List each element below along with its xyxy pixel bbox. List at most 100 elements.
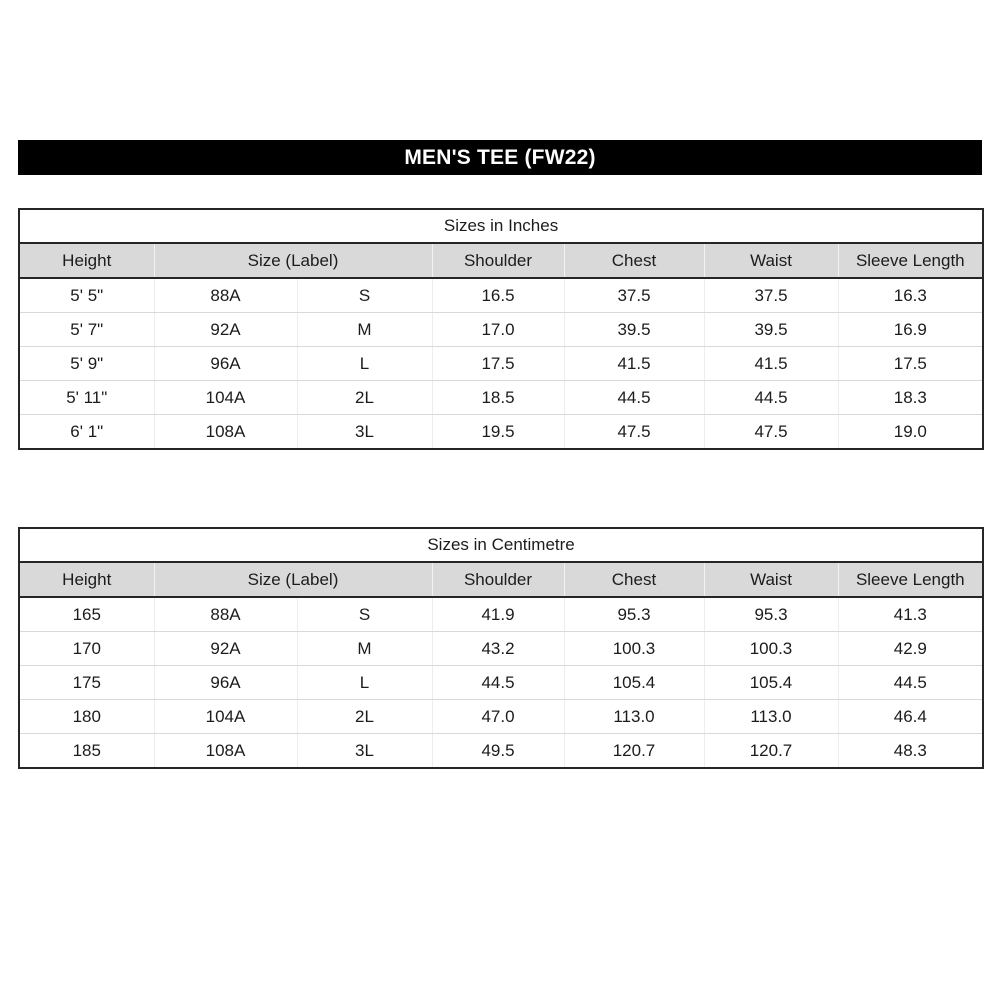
table-row: 5' 5" 88A S 16.5 37.5 37.5 16.3 — [19, 278, 984, 313]
table-cell: 16.3 — [838, 278, 984, 313]
table-cell: L — [297, 665, 433, 700]
table-cell: 44.5 — [564, 380, 705, 415]
table-cell: 113.0 — [704, 699, 839, 734]
table-cell: 5' 11" — [19, 380, 155, 415]
centimetre-header-row: Height Size (Label) Shoulder Chest Waist… — [19, 562, 984, 598]
table-cell: 41.9 — [432, 597, 565, 632]
table-cell: 47.5 — [564, 414, 705, 449]
title-banner: MEN'S TEE (FW22) — [18, 140, 982, 175]
table-cell: 18.3 — [838, 380, 984, 415]
table-cell: 42.9 — [838, 631, 984, 666]
table-cell: 108A — [154, 733, 298, 768]
table-cell: L — [297, 346, 433, 381]
inches-header-row: Height Size (Label) Shoulder Chest Waist… — [19, 243, 984, 279]
col-header-height: Height — [19, 243, 155, 279]
table-cell: 100.3 — [564, 631, 705, 666]
col-header-chest: Chest — [564, 243, 705, 279]
table-cell: 92A — [154, 312, 298, 347]
col-header-shoulder: Shoulder — [432, 243, 565, 279]
page-title: MEN'S TEE (FW22) — [404, 146, 596, 169]
table-cell: 180 — [19, 699, 155, 734]
table-row: 6' 1" 108A 3L 19.5 47.5 47.5 19.0 — [19, 414, 984, 449]
table-cell: 47.0 — [432, 699, 565, 734]
inches-table: Sizes in Inches Height Size (Label) Shou… — [18, 208, 985, 450]
table-row: 165 88A S 41.9 95.3 95.3 41.3 — [19, 597, 984, 632]
table-cell: 105.4 — [564, 665, 705, 700]
table-cell: 39.5 — [704, 312, 839, 347]
table-cell: 17.5 — [838, 346, 984, 381]
table-cell: 95.3 — [564, 597, 705, 632]
table-cell: 170 — [19, 631, 155, 666]
table-row: 5' 11" 104A 2L 18.5 44.5 44.5 18.3 — [19, 380, 984, 415]
col-header-sleeve-length: Sleeve Length — [838, 243, 984, 279]
table-cell: 3L — [297, 733, 433, 768]
table-cell: 44.5 — [432, 665, 565, 700]
table-cell: 37.5 — [564, 278, 705, 313]
table-cell: S — [297, 597, 433, 632]
table-cell: 92A — [154, 631, 298, 666]
table-cell: 88A — [154, 597, 298, 632]
inches-table-section: Sizes in Inches Height Size (Label) Shou… — [18, 208, 985, 450]
centimetre-caption-row: Sizes in Centimetre — [19, 528, 984, 563]
table-cell: 185 — [19, 733, 155, 768]
centimetre-table-section: Sizes in Centimetre Height Size (Label) … — [18, 527, 985, 769]
col-header-size-label: Size (Label) — [154, 243, 433, 279]
table-cell: 105.4 — [704, 665, 839, 700]
table-cell: 100.3 — [704, 631, 839, 666]
table-cell: 120.7 — [564, 733, 705, 768]
col-header-height: Height — [19, 562, 155, 598]
table-cell: 19.0 — [838, 414, 984, 449]
table-cell: 96A — [154, 346, 298, 381]
table-caption: Sizes in Inches — [19, 209, 984, 244]
table-cell: M — [297, 312, 433, 347]
table-cell: 88A — [154, 278, 298, 313]
table-row: 180 104A 2L 47.0 113.0 113.0 46.4 — [19, 699, 984, 734]
table-cell: 113.0 — [564, 699, 705, 734]
table-cell: 49.5 — [432, 733, 565, 768]
table-cell: 43.2 — [432, 631, 565, 666]
table-cell: 44.5 — [838, 665, 984, 700]
col-header-size-label: Size (Label) — [154, 562, 433, 598]
table-cell: 16.9 — [838, 312, 984, 347]
table-cell: 5' 7" — [19, 312, 155, 347]
table-cell: 41.5 — [704, 346, 839, 381]
table-cell: 44.5 — [704, 380, 839, 415]
table-cell: 17.5 — [432, 346, 565, 381]
table-cell: 46.4 — [838, 699, 984, 734]
table-row: 5' 9" 96A L 17.5 41.5 41.5 17.5 — [19, 346, 984, 381]
table-cell: 175 — [19, 665, 155, 700]
table-cell: 5' 5" — [19, 278, 155, 313]
table-cell: 17.0 — [432, 312, 565, 347]
table-cell: 37.5 — [704, 278, 839, 313]
table-cell: 19.5 — [432, 414, 565, 449]
inches-table-body: 5' 5" 88A S 16.5 37.5 37.5 16.3 5' 7" 92A M 17.0 39… — [19, 278, 984, 449]
inches-caption-row: Sizes in Inches — [19, 209, 984, 244]
table-cell: 96A — [154, 665, 298, 700]
col-header-sleeve-length: Sleeve Length — [838, 562, 984, 598]
col-header-waist: Waist — [704, 243, 839, 279]
table-cell: 2L — [297, 699, 433, 734]
table-cell: S — [297, 278, 433, 313]
table-cell: 41.3 — [838, 597, 984, 632]
table-cell: 108A — [154, 414, 298, 449]
centimetre-table-body: 165 88A S 41.9 95.3 95.3 41.3 170 92A M 43.2 100.3 1… — [19, 597, 984, 768]
table-row: 5' 7" 92A M 17.0 39.5 39.5 16.9 — [19, 312, 984, 347]
table-cell: 18.5 — [432, 380, 565, 415]
table-cell: 16.5 — [432, 278, 565, 313]
centimetre-table: Sizes in Centimetre Height Size (Label) … — [18, 527, 985, 769]
table-caption: Sizes in Centimetre — [19, 528, 984, 563]
table-cell: 120.7 — [704, 733, 839, 768]
table-cell: 39.5 — [564, 312, 705, 347]
table-row: 170 92A M 43.2 100.3 100.3 42.9 — [19, 631, 984, 666]
table-cell: 104A — [154, 380, 298, 415]
col-header-waist: Waist — [704, 562, 839, 598]
table-row: 185 108A 3L 49.5 120.7 120.7 48.3 — [19, 733, 984, 768]
table-cell: 6' 1" — [19, 414, 155, 449]
table-row: 175 96A L 44.5 105.4 105.4 44.5 — [19, 665, 984, 700]
table-cell: 2L — [297, 380, 433, 415]
table-cell: 48.3 — [838, 733, 984, 768]
col-header-chest: Chest — [564, 562, 705, 598]
table-cell: 41.5 — [564, 346, 705, 381]
table-cell: 3L — [297, 414, 433, 449]
